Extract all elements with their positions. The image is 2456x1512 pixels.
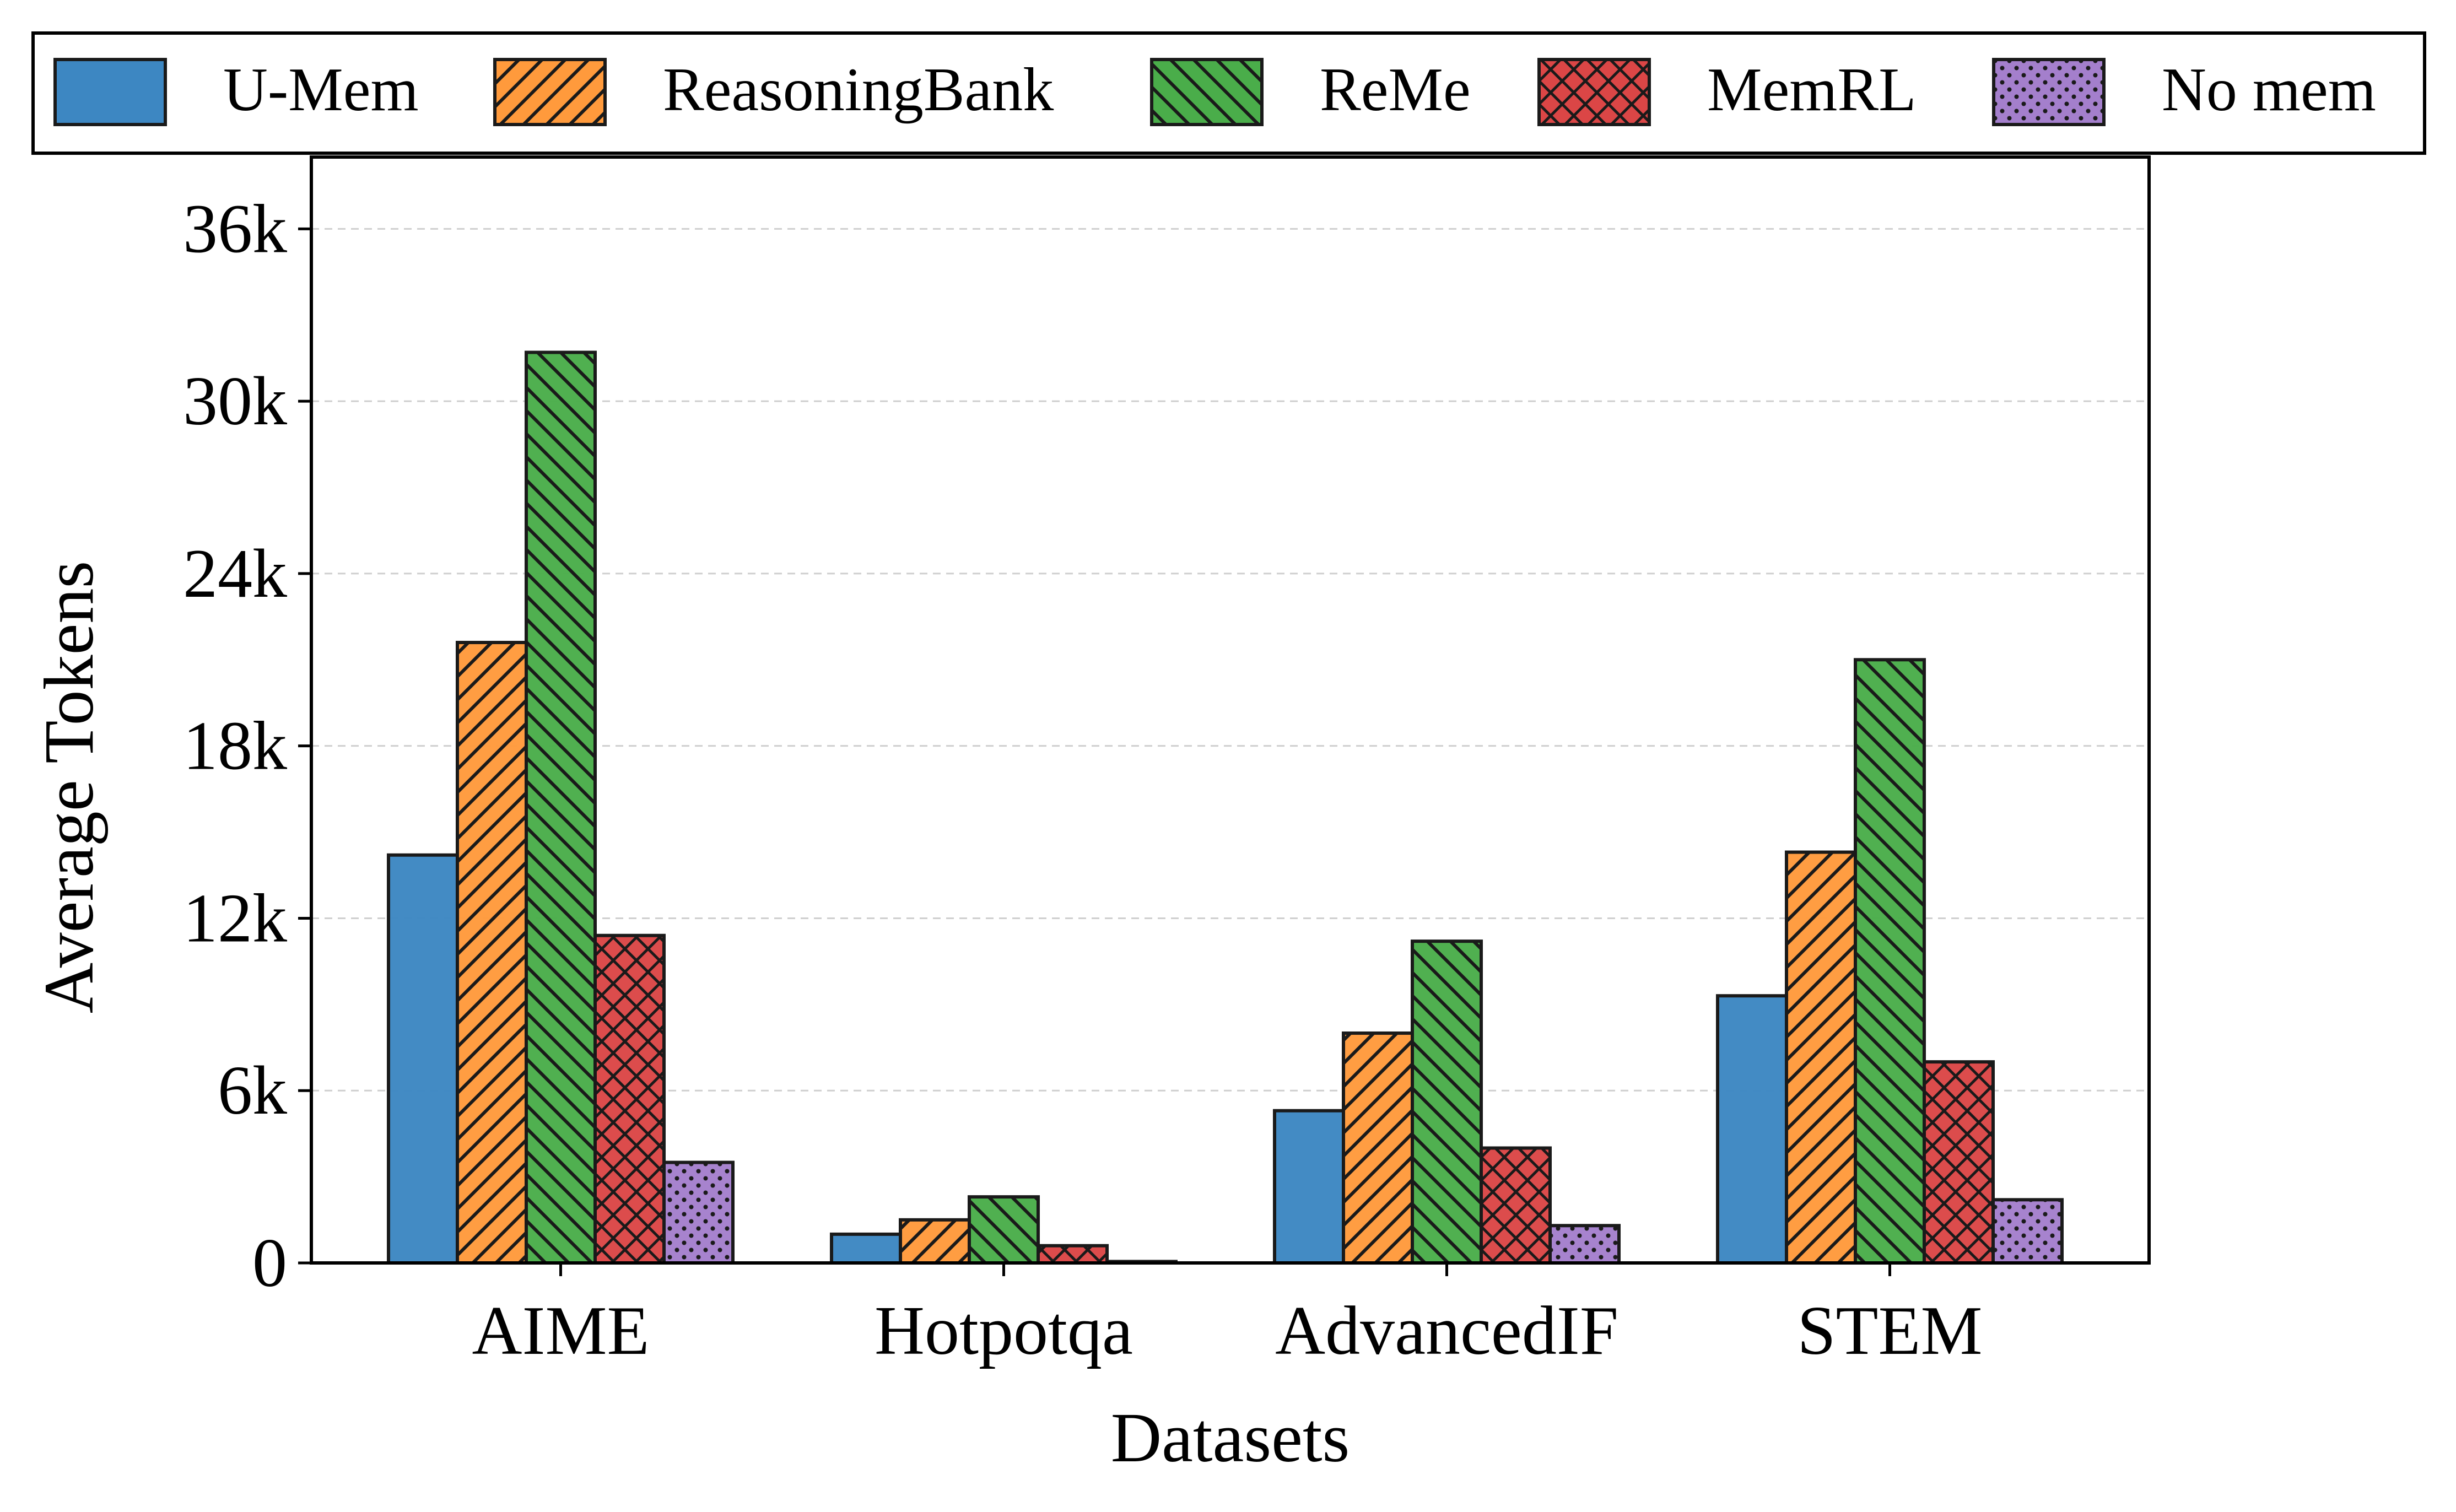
legend-swatch-outline	[493, 58, 607, 126]
legend-swatch-outline	[1537, 58, 1651, 126]
x-axis-title: Datasets	[1111, 1398, 1350, 1477]
y-tick-label: 24k	[183, 536, 287, 612]
bar-hatch	[1924, 1062, 1993, 1263]
bar-hatch	[969, 1197, 1038, 1263]
legend-swatch-hatch	[495, 60, 605, 125]
bars	[387, 350, 2064, 1265]
bar-hatch	[595, 935, 664, 1263]
y-tick-label: 18k	[183, 708, 287, 785]
legend-entry-reme: ReMe	[1150, 56, 1471, 126]
y-tick-label: 0	[252, 1225, 287, 1302]
legend-swatch-outline	[1150, 58, 1264, 126]
y-axis-title: Average Tokens	[30, 561, 108, 1014]
bar-hatch	[1412, 941, 1481, 1263]
bar-hatch	[1786, 852, 1855, 1263]
legend-label: ReasoningBank	[663, 56, 1054, 124]
bar-u-mem-hotpotqa	[832, 1234, 900, 1263]
bar-hatch	[1343, 1033, 1412, 1263]
legend-label: No mem	[2162, 56, 2376, 124]
legend-swatch-hatch	[1152, 60, 1262, 125]
legend-entry-reasoningbank: ReasoningBank	[493, 56, 1054, 126]
bar-hatch	[1481, 1148, 1550, 1263]
bar-u-mem-aime	[388, 855, 457, 1263]
x-tick-label: Hotpotqa	[875, 1293, 1133, 1369]
bar-hatch	[1855, 660, 1924, 1263]
plot-frame	[310, 155, 2151, 1265]
axis-labels: 0 6k 12k 18k 24k 30k 36k AIME Hotpotqa AdvancedIF…	[30, 191, 1983, 1477]
legend-swatch-hatch	[1539, 60, 1649, 125]
legend-entry-memrl: MemRL	[1537, 56, 1917, 126]
bar-u-mem-stem	[1718, 996, 1786, 1263]
legend-swatch-outline	[53, 58, 167, 126]
legend-entry-u-mem: U-Mem	[53, 56, 419, 126]
gridlines	[311, 228, 2149, 1092]
bar-hatch	[664, 1162, 733, 1263]
x-tick-label: AdvancedIF	[1275, 1293, 1618, 1369]
bar-hatch	[457, 642, 526, 1263]
x-tick-label: AIME	[472, 1293, 650, 1369]
axes	[298, 155, 2151, 1276]
y-tick-label: 12k	[183, 880, 287, 957]
bar-hatch	[526, 352, 595, 1263]
bar-hatch	[1993, 1200, 2062, 1263]
legend-swatch-hatch	[1994, 60, 2104, 125]
legend-label: ReMe	[1320, 56, 1471, 124]
legend: U-Mem ReasoningBank ReMe MemRL No mem	[31, 31, 2426, 155]
bar-u-mem-advancedif	[1275, 1110, 1343, 1263]
y-tick-label: 6k	[218, 1052, 287, 1129]
bar-hatch	[1550, 1225, 1619, 1263]
legend-label: MemRL	[1707, 56, 1917, 124]
legend-swatch-outline	[1992, 58, 2106, 126]
bar-hatch	[900, 1219, 969, 1263]
bar-hatch	[1038, 1245, 1107, 1263]
legend-swatch	[55, 60, 165, 125]
legend-entry-no-mem: No mem	[1992, 56, 2376, 126]
y-tick-label: 30k	[183, 363, 287, 440]
y-tick-label: 36k	[183, 191, 287, 267]
x-tick-label: STEM	[1797, 1293, 1982, 1369]
legend-label: U-Mem	[223, 56, 419, 124]
